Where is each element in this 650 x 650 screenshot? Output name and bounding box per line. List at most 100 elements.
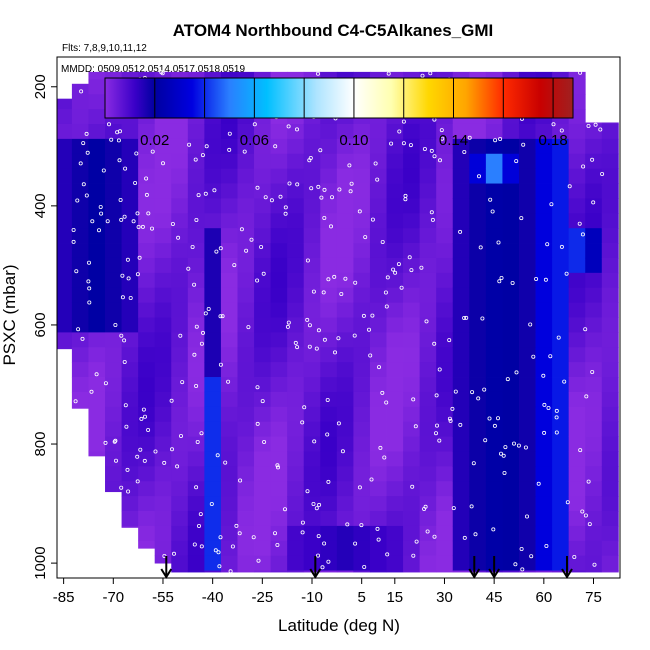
heatmap-cell: [171, 466, 189, 482]
heatmap-cell: [436, 243, 454, 259]
heatmap-cell: [220, 525, 238, 542]
heatmap-cell: [57, 183, 73, 199]
heatmap-cell: [419, 287, 437, 304]
flight-arrow-head: [468, 568, 481, 579]
heatmap-cell: [57, 243, 73, 259]
heatmap-cell: [187, 421, 205, 437]
heatmap-cell: [154, 451, 172, 467]
heatmap-cell: [138, 496, 156, 512]
observation-point: [391, 267, 396, 272]
heatmap-cell: [254, 451, 272, 467]
heatmap-cell: [121, 481, 139, 497]
heatmap-cell: [171, 570, 189, 573]
observation-point: [192, 282, 197, 287]
observation-point: [322, 187, 327, 192]
observation-point: [578, 448, 583, 453]
observation-point: [146, 211, 151, 216]
heatmap-cell: [419, 555, 437, 571]
observation-point: [370, 313, 375, 318]
heatmap-cell: [369, 332, 387, 348]
heatmap-cell: [57, 153, 73, 170]
heatmap-cell: [436, 391, 454, 408]
heatmap-cell: [601, 451, 619, 467]
heatmap-cell: [518, 228, 536, 244]
heatmap-cell: [568, 421, 586, 437]
heatmap-cell: [502, 272, 520, 289]
heatmap-cell: [403, 228, 421, 244]
observation-point: [194, 324, 199, 329]
heatmap-cell: [485, 496, 503, 512]
observation-point: [384, 304, 389, 309]
heatmap-cell: [138, 183, 156, 199]
heatmap-cell: [287, 466, 305, 482]
heatmap-cell: [336, 123, 354, 140]
observation-point: [198, 512, 203, 517]
heatmap-cell: [138, 347, 156, 363]
heatmap-cell: [220, 302, 238, 318]
heatmap-cell: [552, 511, 570, 527]
heatmap-cell: [270, 555, 288, 571]
heatmap-cell: [138, 511, 156, 527]
heatmap-cell: [154, 466, 172, 482]
heatmap-cell: [386, 466, 404, 482]
heatmap-cell: [71, 213, 89, 229]
heatmap-cell: [403, 481, 421, 497]
observation-point: [471, 461, 476, 466]
heatmap-cell: [254, 511, 272, 527]
heatmap-cell: [303, 511, 321, 527]
heatmap-cell: [469, 213, 487, 229]
heatmap-cell: [57, 332, 73, 348]
heatmap-cell: [485, 481, 503, 497]
heatmap-cell: [88, 317, 106, 333]
heatmap-cell: [452, 377, 470, 393]
heatmap-cell: [568, 317, 586, 333]
heatmap-cell: [154, 272, 172, 289]
heatmap-cell: [287, 347, 305, 363]
heatmap-cell: [518, 377, 536, 393]
heatmap-cell: [419, 71, 437, 80]
heatmap-cell: [353, 525, 371, 542]
heatmap-cell: [121, 451, 139, 467]
heatmap-cell: [518, 540, 536, 557]
heatmap-cell: [336, 138, 354, 155]
observation-point: [119, 485, 124, 490]
heatmap-cell: [237, 496, 255, 512]
heatmap-cell: [88, 153, 106, 170]
observation-point: [131, 219, 136, 224]
heatmap-cell: [187, 71, 205, 80]
heatmap-cell: [601, 525, 619, 542]
heatmap-cell: [88, 406, 106, 423]
heatmap-cell: [204, 332, 222, 348]
heatmap-cell: [403, 436, 421, 452]
heatmap-cell: [88, 436, 106, 452]
heatmap-cell: [369, 257, 387, 274]
heatmap-cell: [518, 153, 536, 170]
heatmap-cell: [452, 525, 470, 542]
heatmap-cell: [585, 122, 603, 125]
heatmap-cell: [369, 153, 387, 170]
heatmap-cell: [204, 347, 222, 363]
heatmap-cell: [287, 257, 305, 274]
heatmap-cell: [485, 272, 503, 289]
observation-point: [549, 202, 554, 207]
heatmap-cell: [568, 287, 586, 304]
heatmap-cell: [452, 287, 470, 304]
heatmap-cell: [204, 377, 222, 393]
heatmap-cell: [502, 347, 520, 363]
heatmap-cell: [552, 525, 570, 542]
observation-point: [432, 154, 437, 159]
heatmap-cell: [336, 332, 354, 348]
heatmap-cell: [568, 391, 586, 408]
heatmap-cell: [320, 213, 338, 229]
observation-point: [434, 393, 439, 398]
observation-point: [283, 205, 288, 210]
heatmap-cell: [71, 287, 89, 304]
observation-point: [361, 313, 366, 318]
heatmap-cell: [469, 540, 487, 557]
heatmap-cell: [187, 302, 205, 318]
observation-point: [411, 397, 416, 402]
heatmap-cell: [121, 302, 139, 318]
heatmap-cell: [71, 391, 89, 408]
observation-point: [260, 399, 265, 404]
heatmap-cell: [369, 213, 387, 229]
